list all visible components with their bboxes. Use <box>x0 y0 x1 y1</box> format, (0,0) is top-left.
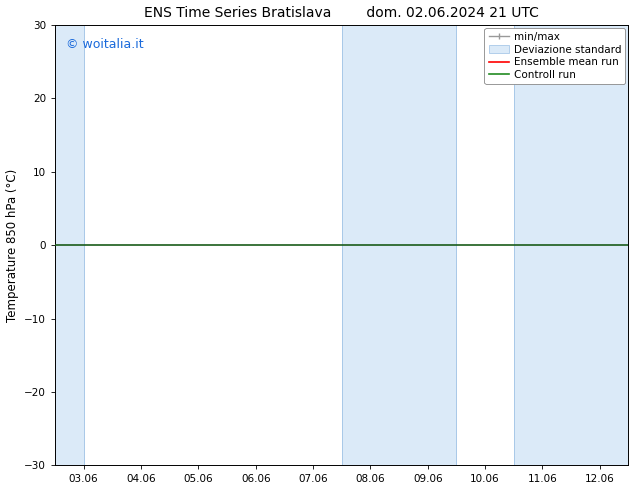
Text: © woitalia.it: © woitalia.it <box>67 38 144 51</box>
Bar <box>342 25 456 465</box>
Bar <box>55 25 84 465</box>
Title: ENS Time Series Bratislava        dom. 02.06.2024 21 UTC: ENS Time Series Bratislava dom. 02.06.20… <box>145 5 539 20</box>
Bar <box>514 25 628 465</box>
Y-axis label: Temperature 850 hPa (°C): Temperature 850 hPa (°C) <box>6 169 18 322</box>
Legend: min/max, Deviazione standard, Ensemble mean run, Controll run: min/max, Deviazione standard, Ensemble m… <box>484 28 625 84</box>
